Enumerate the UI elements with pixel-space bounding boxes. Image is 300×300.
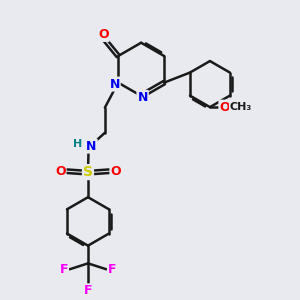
Text: H: H [73, 139, 82, 149]
Text: CH₃: CH₃ [230, 102, 252, 112]
Text: N: N [110, 78, 120, 91]
Text: O: O [98, 28, 109, 41]
Text: N: N [137, 91, 148, 104]
Text: F: F [59, 263, 68, 276]
Text: O: O [55, 165, 65, 178]
Text: N: N [86, 140, 97, 153]
Text: O: O [110, 165, 121, 178]
Text: F: F [84, 284, 92, 297]
Text: O: O [219, 100, 230, 114]
Text: S: S [83, 165, 93, 179]
Text: F: F [108, 263, 116, 276]
